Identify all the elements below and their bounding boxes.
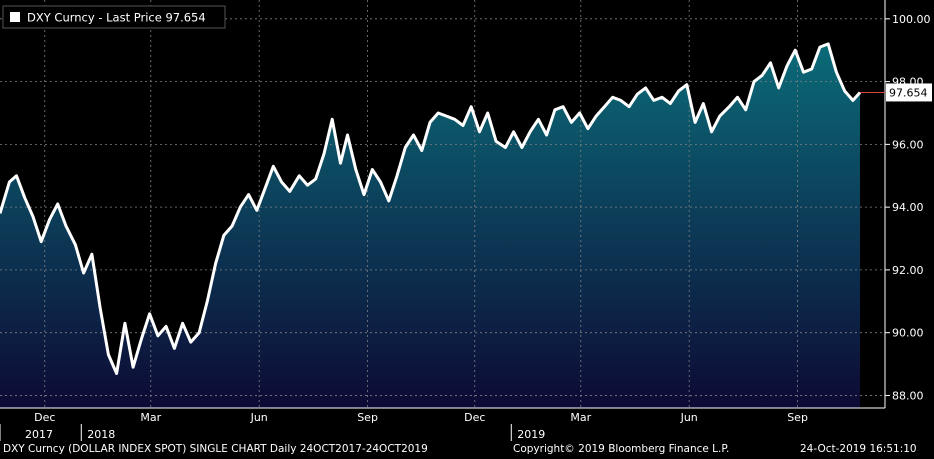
chart-title-box: DXY Curncy - Last Price 97.654 <box>2 5 226 29</box>
y-tick-label: 100.00 <box>892 13 931 26</box>
x-year-label: 2018 <box>87 428 115 441</box>
x-month-label: Mar <box>570 411 591 424</box>
footer-copyright: Copyright© 2019 Bloomberg Finance L.P. <box>513 443 730 455</box>
y-tick-label: 96.00 <box>892 138 924 151</box>
chart-footer: DXY Curncy (DOLLAR INDEX SPOT) SINGLE CH… <box>0 441 934 459</box>
x-month-label: Sep <box>357 411 378 424</box>
last-price-box <box>886 83 932 102</box>
footer-description: DXY Curncy (DOLLAR INDEX SPOT) SINGLE CH… <box>3 443 428 455</box>
x-month-label: Dec <box>464 411 485 424</box>
x-month-label: Jun <box>680 411 698 424</box>
y-tick-label: 92.00 <box>892 264 924 277</box>
footer-timestamp: 24-Oct-2019 16:51:10 <box>800 443 917 455</box>
legend-swatch <box>10 12 20 22</box>
x-month-label: Sep <box>787 411 808 424</box>
x-year-label: 2017 <box>25 428 53 441</box>
last-price-label: 97.654 <box>889 86 928 99</box>
y-tick-label: 94.00 <box>892 201 924 214</box>
chart-title: DXY Curncy - Last Price 97.654 <box>27 11 206 25</box>
price-line <box>0 42 862 375</box>
y-tick-label: 90.00 <box>892 327 924 340</box>
x-month-label: Mar <box>140 411 161 424</box>
y-tick-label: 88.00 <box>892 389 924 402</box>
x-month-label: Jun <box>250 411 268 424</box>
price-area <box>0 43 860 409</box>
x-month-label: Dec <box>34 411 55 424</box>
x-year-label: 2019 <box>517 428 545 441</box>
